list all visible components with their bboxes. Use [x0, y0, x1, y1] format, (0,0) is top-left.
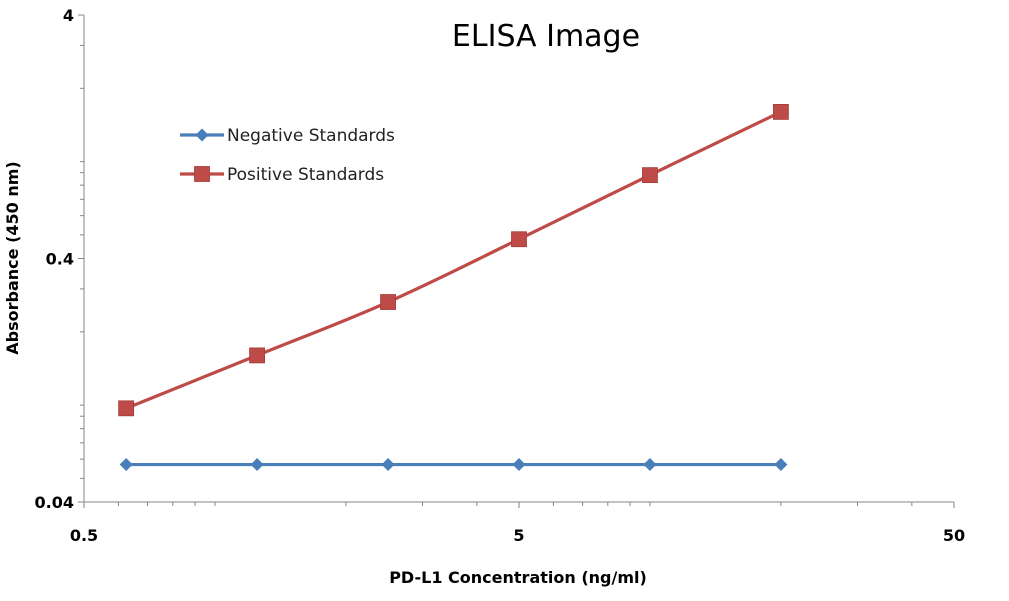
legend-item: Positive Standards	[180, 165, 384, 185]
x-axis-title: PD-L1 Concentration (ng/ml)	[389, 568, 647, 587]
legend-label: Positive Standards	[227, 165, 384, 185]
series-line	[125, 110, 782, 410]
data-point	[774, 458, 788, 472]
data-point	[380, 294, 396, 310]
data-point	[642, 167, 658, 184]
y-tick-marks	[78, 14, 84, 503]
series-negative	[119, 458, 788, 472]
legend-swatch-marker	[194, 166, 210, 182]
y-tick-label: 4	[63, 6, 74, 25]
y-axis-title: Absorbance (450 nm)	[3, 161, 22, 354]
legend-label: Negative Standards	[227, 126, 395, 146]
legend-swatch-marker	[195, 128, 209, 142]
data-point	[118, 400, 135, 417]
data-point	[249, 347, 266, 364]
data-point	[119, 458, 133, 472]
legend-item: Negative Standards	[180, 126, 395, 146]
data-point	[511, 231, 527, 248]
x-tick-labels: 0.5 5 50	[70, 526, 965, 545]
data-point	[381, 458, 395, 472]
data-point	[512, 458, 526, 472]
y-tick-label: 0.4	[46, 250, 74, 269]
x-tick-label: 5	[513, 526, 524, 545]
chart-title: ELISA Image	[452, 19, 640, 54]
x-tick-label: 50	[943, 526, 965, 545]
series-positive	[118, 103, 789, 417]
x-tick-marks	[83, 502, 955, 508]
data-point	[643, 458, 657, 472]
data-point	[250, 458, 264, 472]
legend: Negative Standards Positive Standards	[180, 126, 395, 185]
y-tick-label: 0.04	[35, 493, 74, 512]
y-tick-labels: 0.04 0.4 4	[35, 6, 74, 512]
x-tick-label: 0.5	[70, 526, 98, 545]
series-layer	[118, 103, 789, 472]
data-point	[772, 103, 789, 120]
